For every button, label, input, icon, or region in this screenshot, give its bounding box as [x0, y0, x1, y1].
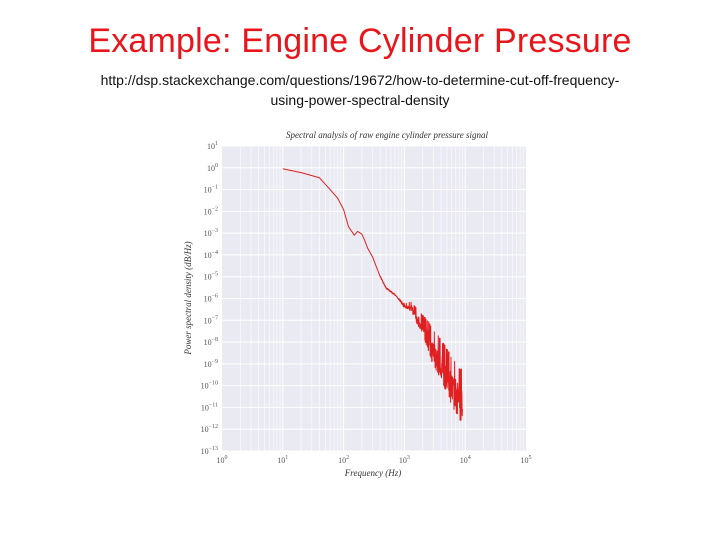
- x-tick-label: 104: [460, 455, 471, 465]
- y-tick-label: 10−6: [204, 294, 218, 304]
- y-tick-label: 101: [207, 141, 218, 151]
- source-url-line-1[interactable]: http://dsp.stackexchange.com/questions/1…: [100, 72, 620, 88]
- x-tick-label: 103: [399, 455, 410, 465]
- x-tick-label: 101: [277, 455, 288, 465]
- x-tick-label: 105: [521, 455, 532, 465]
- y-tick-labels: 101 100 10−1 10−2 10−3 10−4 10−5 10−6 10−7 10−8 10…: [201, 141, 218, 456]
- x-tick-label: 100: [217, 455, 228, 465]
- y-axis-label: Power spectral density (dB/Hz): [183, 241, 193, 355]
- x-tick-label: 102: [338, 455, 349, 465]
- x-tick-labels: 100 101 102 103 104 105: [217, 455, 532, 465]
- series-line-0: [282, 168, 463, 421]
- y-tick-label: 10−13: [201, 446, 218, 456]
- slide-title: Example: Engine Cylinder Pressure: [88, 22, 632, 60]
- y-tick-label: 10−7: [204, 315, 218, 325]
- x-axis-label: Frequency (Hz): [344, 468, 401, 478]
- y-tick-label: 10−8: [204, 337, 218, 347]
- source-url[interactable]: http://dsp.stackexchange.com/questions/1…: [20, 70, 700, 110]
- y-tick-label: 10−11: [201, 402, 218, 412]
- series-group: [282, 168, 463, 421]
- y-tick-label: 10−1: [204, 185, 218, 195]
- y-tick-label: 10−12: [201, 424, 218, 434]
- gridlines: [222, 145, 526, 452]
- y-tick-label: 10−5: [204, 272, 218, 282]
- y-tick-label: 10−3: [204, 228, 218, 238]
- y-tick-label: 10−9: [204, 359, 218, 369]
- y-tick-label: 10−10: [201, 381, 218, 391]
- source-url-line-2[interactable]: using-power-spectral-density: [270, 92, 450, 108]
- chart-title: Spectral analysis of raw engine cylinder…: [286, 130, 489, 140]
- y-tick-label: 10−2: [204, 206, 218, 216]
- y-tick-label: 10−4: [204, 250, 218, 260]
- y-tick-label: 100: [207, 163, 218, 173]
